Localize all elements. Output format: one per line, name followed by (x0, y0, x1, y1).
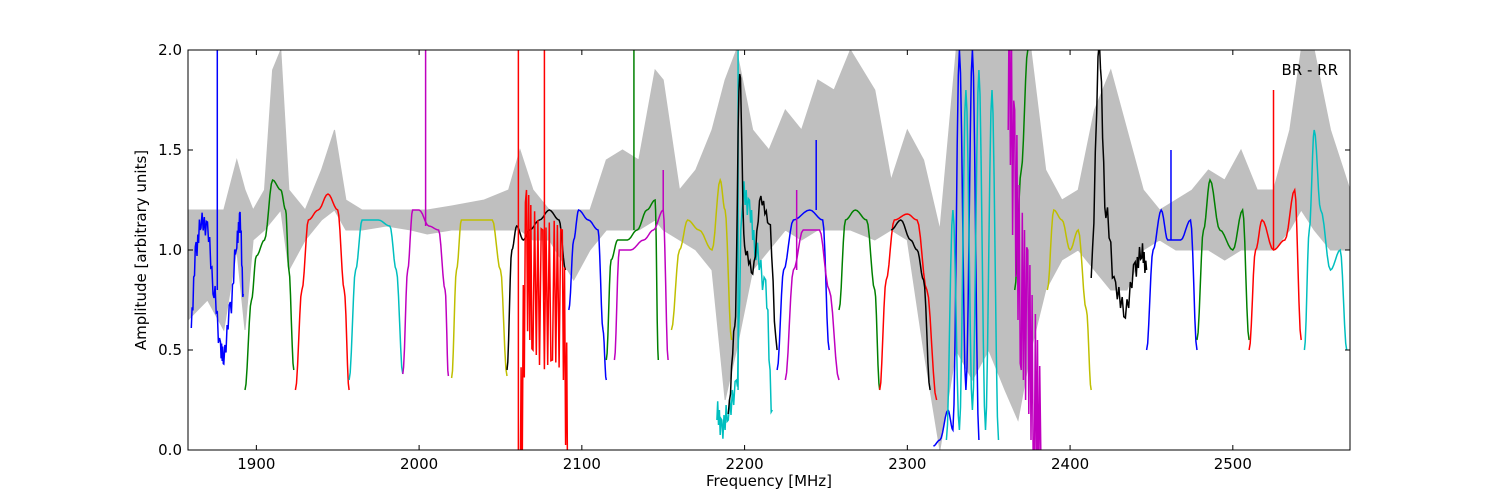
series-line-17 (878, 213, 938, 401)
chart-annotation: BR - RR (1281, 61, 1338, 79)
series-line-23 (1046, 208, 1092, 391)
series-line-5 (450, 219, 508, 379)
series-line-1 (244, 178, 295, 391)
x-tick-label: 2200 (725, 455, 763, 473)
series-line-22 (1007, 50, 1042, 450)
x-tick-label: 2400 (1051, 455, 1089, 473)
series-line-11 (670, 177, 733, 341)
series-line-7 (519, 189, 569, 450)
series-layer (190, 50, 1348, 450)
series-line-18 (890, 219, 931, 391)
series-line-4 (402, 209, 450, 377)
series-line-14 (776, 209, 830, 371)
x-tick-label: 2300 (888, 455, 926, 473)
reference-envelope (188, 50, 1350, 450)
series-line-25 (1145, 208, 1198, 351)
series-line-24 (1090, 50, 1148, 320)
x-tick-label: 1900 (237, 455, 275, 473)
series-line-13 (727, 73, 778, 415)
series-line-15 (784, 229, 840, 381)
series-line-20 (945, 69, 1000, 441)
series-line-6 (506, 209, 567, 371)
series-line-8 (568, 209, 608, 381)
series-line-28 (1303, 129, 1348, 351)
y-tick-label: 1.5 (158, 141, 182, 159)
series-line-16 (838, 209, 881, 391)
reference-band (188, 50, 1350, 450)
x-axis-label: Frequency [MHz] (706, 472, 832, 490)
y-axis-label: Amplitude [arbitrary units] (132, 150, 150, 350)
series-line-26 (1196, 178, 1250, 341)
x-tick-label: 2500 (1214, 455, 1252, 473)
y-tick-label: 0.5 (158, 341, 182, 359)
series-line-0 (190, 211, 245, 366)
y-tick-label: 1.0 (158, 241, 182, 259)
y-axis: 0.0 0.5 1.0 1.5 2.0 (158, 41, 1350, 459)
x-tick-label: 2100 (563, 455, 601, 473)
x-tick-label: 2000 (400, 455, 438, 473)
series-line-19 (933, 50, 980, 447)
y-tick-label: 0.0 (158, 441, 182, 459)
series-line-2 (294, 193, 350, 391)
x-axis: 1900 2000 2100 2200 2300 2400 2500 (237, 50, 1252, 473)
series-line-3 (348, 219, 404, 381)
y-tick-label: 2.0 (158, 41, 182, 59)
series-line-9 (605, 198, 660, 361)
